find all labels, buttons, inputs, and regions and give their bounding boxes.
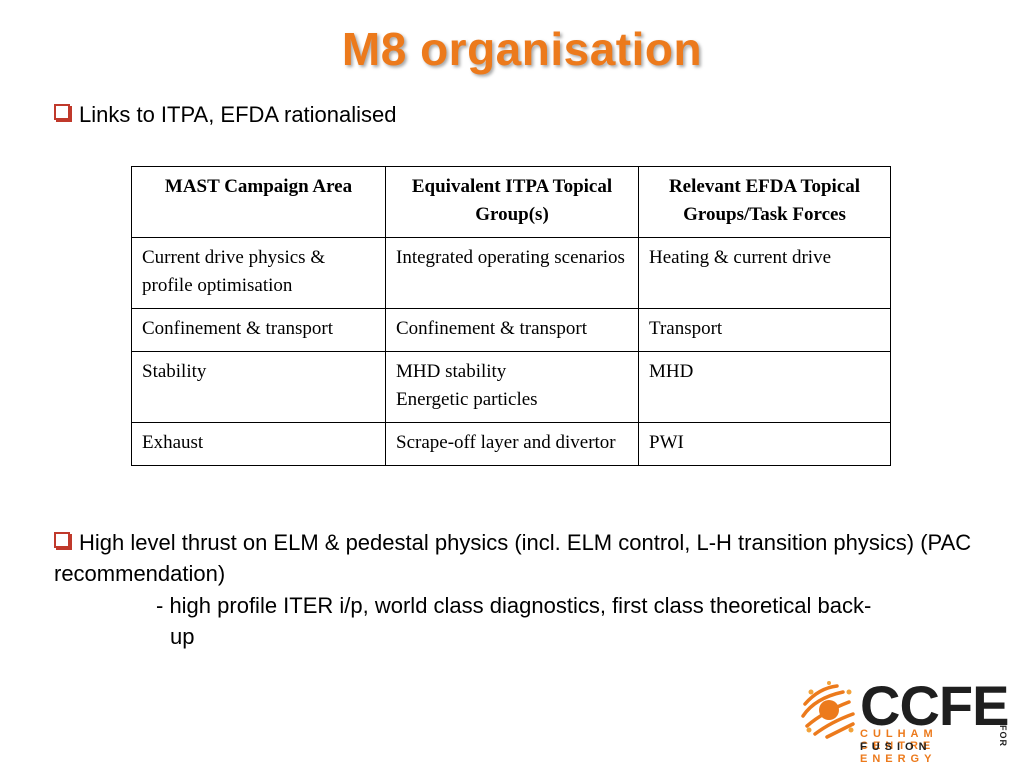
ccfe-logo: CCFE CULHAM CENTRE FUSION ENERGY FOR — [800, 674, 1010, 765]
table-row: Stability MHD stability Energetic partic… — [131, 351, 891, 423]
ccfe-wordmark: CCFE — [860, 674, 1009, 737]
table-header: Relevant EFDA Topical Groups/Task Forces — [638, 166, 891, 238]
table-header: MAST Campaign Area — [131, 166, 386, 238]
sub-bullet-text: - high profile ITER i/p, world class dia… — [156, 593, 872, 618]
table-cell: Transport — [638, 308, 891, 352]
table-row: Confinement & transport Confinement & tr… — [131, 308, 891, 352]
table-cell: Heating & current drive — [638, 237, 891, 309]
checkbox-bullet-icon — [54, 532, 70, 548]
slide-title: M8 organisation — [341, 23, 703, 75]
campaign-area-table: MAST Campaign Area Equivalent ITPA Topic… — [131, 166, 891, 466]
logo-for-word: FOR — [998, 725, 1008, 747]
bullet-itpa-links: Links to ITPA, EFDA rationalised — [54, 99, 397, 130]
table-cell: MHD stability Energetic particles — [385, 351, 639, 423]
table-cell: Stability — [131, 351, 386, 423]
sub-bullet-continuation: up — [170, 624, 195, 649]
table-header-row: MAST Campaign Area Equivalent ITPA Topic… — [131, 166, 891, 238]
table-cell: PWI — [638, 422, 891, 466]
table-cell: Exhaust — [131, 422, 386, 466]
sub-bullet: - high profile ITER i/p, world class dia… — [156, 590, 996, 652]
logo-line-culham: CULHAM CENTRE — [860, 728, 938, 752]
bullet-text: High level thrust on ELM & pedestal phys… — [54, 530, 972, 586]
logo-energy-word: ENERGY — [860, 753, 937, 765]
table-row: Exhaust Scrape-off layer and divertor PW… — [131, 422, 891, 466]
table-cell: Current drive physics & profile optimisa… — [131, 237, 386, 309]
logo-fusion-word: FUSION — [860, 741, 932, 753]
checkbox-bullet-icon — [54, 104, 70, 120]
logo-line-fusion-energy: FUSION ENERGY — [860, 741, 1010, 765]
table-row: Current drive physics & profile optimisa… — [131, 237, 891, 309]
bullet-text: Links to ITPA, EFDA rationalised — [79, 102, 397, 127]
table-cell: Confinement & transport — [385, 308, 639, 352]
ccfe-sun-icon — [801, 681, 855, 739]
table-cell: Confinement & transport — [131, 308, 386, 352]
table-header: Equivalent ITPA Topical Group(s) — [385, 166, 639, 238]
bullet-elm-pedestal: High level thrust on ELM & pedestal phys… — [54, 527, 994, 589]
table-cell: Scrape-off layer and divertor — [385, 422, 639, 466]
table-cell: Integrated operating scenarios — [385, 237, 639, 309]
table-cell: MHD — [638, 351, 891, 423]
